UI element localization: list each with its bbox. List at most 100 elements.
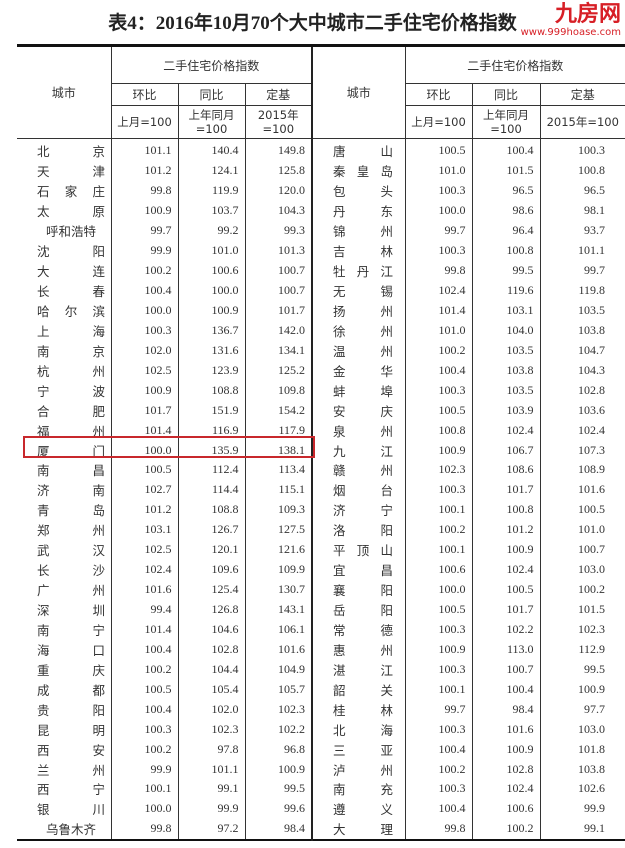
city-name: 西安 <box>17 739 112 760</box>
dingji-value: 154.2 <box>244 400 313 421</box>
city-char: 阳 <box>92 702 105 718</box>
huanbi-value: 100.5 <box>110 679 179 700</box>
city-char: 安 <box>333 403 346 419</box>
city-char: 郑 <box>37 523 50 539</box>
header-base-tongbi: 上年同月=100 <box>177 105 246 139</box>
city-char: 桂 <box>333 702 346 718</box>
city-name: 吉林 <box>311 240 406 261</box>
dingji-value: 103.0 <box>539 559 625 580</box>
header-base-tongbi: 上年同月=100 <box>471 105 541 139</box>
city-name: 青岛 <box>17 499 112 520</box>
watermark: 九房网 www.999hoase.com <box>521 3 621 39</box>
tongbi-value: 126.8 <box>177 599 246 620</box>
tongbi-value: 100.4 <box>471 679 541 700</box>
city-char: 长 <box>37 563 50 579</box>
huanbi-value: 100.9 <box>110 380 179 401</box>
huanbi-value: 100.9 <box>110 200 179 221</box>
huanbi-value: 100.3 <box>404 619 473 640</box>
city-name: 成都 <box>17 679 112 700</box>
city-name: 锦州 <box>311 220 406 241</box>
city-char: 九 <box>333 443 346 459</box>
city-char: 南 <box>37 343 50 359</box>
dingji-value: 98.4 <box>244 818 313 840</box>
dingji-value: 100.9 <box>244 759 313 779</box>
dingji-value: 100.5 <box>539 499 625 520</box>
city-char: 大 <box>37 264 50 280</box>
city-name: 昆明 <box>17 719 112 740</box>
city-name: 烟台 <box>311 479 406 500</box>
dingji-value: 138.1 <box>244 440 313 460</box>
table-row: 郑州 103.1 126.7 127.5 洛阳 100.2 101.2 101.0 <box>17 519 625 540</box>
table-row: 乌鲁木齐 99.8 97.2 98.4 大理 99.8 100.2 99.1 <box>17 818 625 840</box>
header-tongbi: 同比 <box>471 83 541 106</box>
tongbi-value: 102.0 <box>177 699 246 720</box>
tongbi-value: 100.8 <box>471 240 541 261</box>
tongbi-value: 103.8 <box>471 360 541 381</box>
city-name: 秦皇岛 <box>311 160 406 181</box>
city-char: 州 <box>380 642 394 658</box>
tongbi-value: 103.5 <box>471 340 541 361</box>
dingji-value: 101.8 <box>539 739 625 760</box>
city-char: 包 <box>333 184 346 200</box>
city-char: 大 <box>333 822 346 838</box>
huanbi-value: 100.4 <box>404 360 473 381</box>
city-name: 合肥 <box>17 400 112 421</box>
city-char: 昆 <box>37 722 50 738</box>
huanbi-value: 100.9 <box>404 440 473 460</box>
huanbi-value: 99.9 <box>110 759 179 779</box>
city-name: 包头 <box>311 180 406 201</box>
huanbi-value: 100.3 <box>404 659 473 680</box>
city-char: 川 <box>92 802 105 818</box>
tongbi-value: 116.9 <box>177 420 246 441</box>
city-char: 济 <box>37 483 50 499</box>
dingji-value: 149.8 <box>244 138 313 161</box>
tongbi-value: 96.4 <box>471 220 541 241</box>
dingji-value: 101.0 <box>539 519 625 540</box>
city-name: 泉州 <box>311 420 406 441</box>
huanbi-value: 100.0 <box>404 579 473 600</box>
city-name: 兰州 <box>17 759 112 779</box>
city-char: 阳 <box>380 583 394 599</box>
huanbi-value: 100.1 <box>404 539 473 560</box>
city-name: 三亚 <box>311 739 406 760</box>
city-char: 顶 <box>356 543 370 559</box>
tongbi-value: 108.8 <box>177 499 246 520</box>
huanbi-value: 100.3 <box>110 320 179 341</box>
city-char: 南 <box>333 782 346 798</box>
city-char: 州 <box>380 343 394 359</box>
city-name: 九江 <box>311 440 406 460</box>
tongbi-value: 109.6 <box>177 559 246 580</box>
city-char: 海 <box>37 642 50 658</box>
city-char: 春 <box>92 284 105 300</box>
city-char: 扬 <box>333 303 346 319</box>
city-char: 山 <box>380 543 393 559</box>
city-char: 北 <box>333 722 346 738</box>
city-char: 波 <box>92 383 105 399</box>
huanbi-value: 102.3 <box>404 460 473 480</box>
table-row: 杭州 102.5 123.9 125.2 金华 100.4 103.8 104.3 <box>17 360 625 381</box>
city-char: 林 <box>380 702 394 718</box>
city-name: 长春 <box>17 280 112 301</box>
dingji-value: 102.4 <box>539 420 625 441</box>
tongbi-value: 100.9 <box>471 539 541 560</box>
city-char: 惠 <box>333 642 346 658</box>
dingji-value: 96.8 <box>244 739 313 760</box>
city-name: 贵阳 <box>17 699 112 720</box>
city-char: 津 <box>92 164 105 180</box>
tongbi-value: 101.7 <box>471 479 541 500</box>
tongbi-value: 106.7 <box>471 440 541 460</box>
city-char: 充 <box>380 782 394 798</box>
dingji-value: 102.2 <box>244 719 313 740</box>
city-char: 杭 <box>37 363 50 379</box>
dingji-value: 113.4 <box>244 460 313 480</box>
huanbi-value: 100.3 <box>404 479 473 500</box>
city-char: 南 <box>92 483 105 499</box>
table-row: 济南 102.7 114.4 115.1 烟台 100.3 101.7 101.6 <box>17 479 625 500</box>
city-name: 岳阳 <box>311 599 406 620</box>
city-name: 厦门 <box>17 440 112 460</box>
dingji-value: 103.6 <box>539 400 625 421</box>
table-row: 宁波 100.9 108.8 109.8 蚌埠 100.3 103.5 102.8 <box>17 380 625 401</box>
dingji-value: 100.3 <box>539 138 625 161</box>
dingji-value: 108.9 <box>539 460 625 480</box>
city-char: 肥 <box>92 403 105 419</box>
